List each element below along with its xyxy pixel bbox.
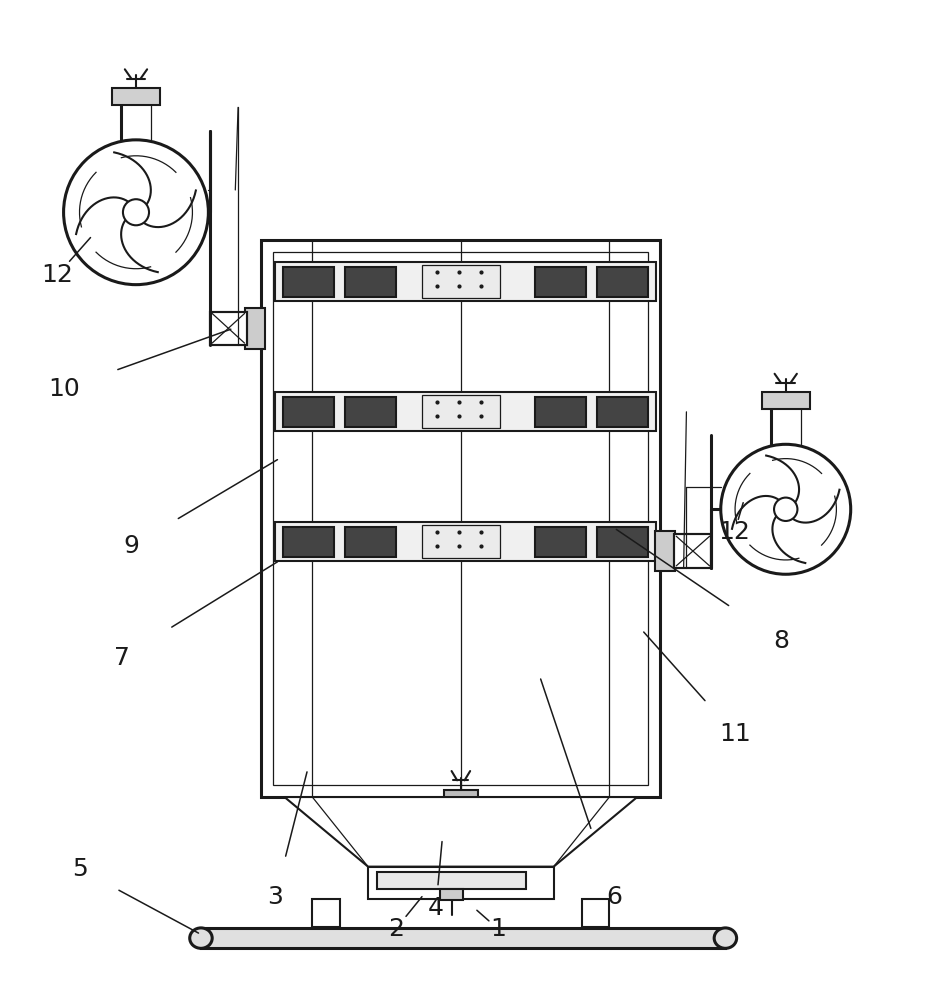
Bar (276, 262, 655, 301)
Bar (276, 522, 655, 561)
Bar (674, 534, 711, 568)
Bar (535, 267, 587, 297)
Bar (201, 928, 725, 948)
Text: 4: 4 (428, 896, 444, 920)
Bar (210, 312, 248, 345)
Bar (414, 806, 507, 843)
Bar (344, 267, 396, 297)
Text: 2: 2 (388, 917, 404, 941)
Circle shape (721, 444, 851, 574)
Text: 10: 10 (48, 377, 80, 401)
Bar (598, 267, 648, 297)
Bar (422, 265, 500, 298)
Bar (262, 240, 660, 797)
Bar (276, 392, 655, 431)
Ellipse shape (714, 928, 736, 948)
Bar (674, 534, 711, 568)
Text: 6: 6 (606, 885, 622, 909)
Circle shape (774, 498, 798, 521)
Bar (312, 899, 340, 927)
Bar (422, 525, 500, 558)
Bar (344, 527, 396, 557)
Text: 9: 9 (124, 534, 140, 558)
Text: 12: 12 (41, 263, 73, 287)
Bar (598, 527, 648, 557)
Bar (400, 843, 521, 857)
Bar (344, 397, 396, 427)
Bar (210, 312, 248, 345)
Bar (283, 267, 333, 297)
Circle shape (123, 199, 149, 225)
Bar (440, 889, 463, 900)
Text: 3: 3 (267, 885, 283, 909)
Bar (762, 392, 810, 409)
Bar (245, 308, 265, 349)
Bar (274, 252, 648, 785)
Bar (377, 872, 526, 889)
Polygon shape (285, 797, 637, 867)
Text: 7: 7 (115, 646, 130, 670)
Bar (283, 397, 333, 427)
Bar (444, 790, 478, 806)
Bar (598, 397, 648, 427)
Bar (535, 527, 587, 557)
Circle shape (63, 140, 209, 285)
Text: 8: 8 (773, 629, 789, 653)
Bar (654, 531, 675, 571)
Text: 1: 1 (490, 917, 506, 941)
Text: 5: 5 (73, 857, 88, 881)
Ellipse shape (190, 928, 212, 948)
Bar (112, 88, 160, 105)
Text: 12: 12 (719, 520, 750, 544)
Bar (368, 867, 554, 899)
Bar (582, 899, 610, 927)
Bar (422, 395, 500, 428)
Bar (535, 397, 587, 427)
Text: 11: 11 (719, 722, 750, 746)
Bar (283, 527, 333, 557)
